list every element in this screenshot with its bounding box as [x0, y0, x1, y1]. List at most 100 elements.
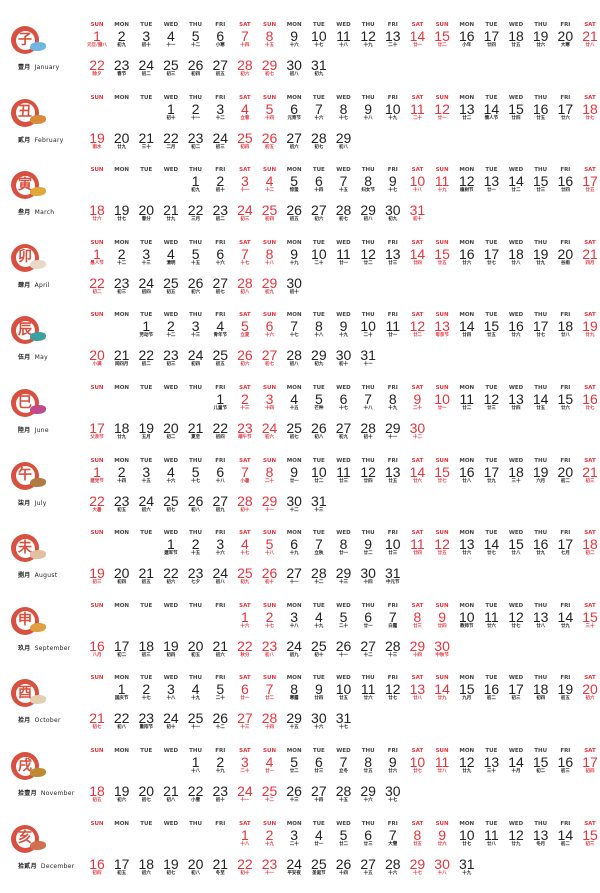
day-cell[interactable]: 19 初三 — [85, 566, 109, 586]
day-cell[interactable]: 19 廿七 — [110, 203, 134, 223]
day-cell[interactable]: 10 十八 — [405, 174, 429, 194]
day-cell[interactable]: 15 廿四 — [504, 102, 528, 122]
day-cell[interactable]: 12 廿四 — [356, 465, 380, 485]
day-cell[interactable]: 6 廿一 — [356, 610, 380, 630]
day-cell[interactable]: 23 初二 — [208, 203, 232, 223]
day-cell[interactable]: 8 十八 — [307, 319, 331, 339]
day-cell[interactable]: 5 廿二 — [332, 828, 356, 848]
day-cell[interactable]: 18 初二 — [578, 537, 600, 557]
day-cell[interactable]: 19 廿六 — [529, 29, 553, 49]
day-cell[interactable]: 7 立秋 — [307, 537, 331, 557]
day-cell[interactable]: 19 廿九 — [578, 319, 600, 339]
day-cell[interactable]: 13 廿三 — [381, 247, 405, 267]
day-cell[interactable]: 5 芒种 — [307, 392, 331, 412]
day-cell[interactable]: 28 十二 — [307, 566, 331, 586]
day-cell[interactable]: 21 四月 — [578, 247, 600, 267]
day-cell[interactable]: 29 初九 — [258, 276, 282, 296]
day-cell[interactable]: 9 廿四 — [430, 610, 454, 630]
day-cell[interactable]: 28 初八 — [233, 276, 257, 296]
day-cell[interactable]: 11 廿四 — [405, 537, 429, 557]
day-cell[interactable]: 11 廿一 — [381, 319, 405, 339]
day-cell[interactable]: 14 廿一 — [405, 29, 429, 49]
day-cell[interactable]: 17 初二 — [110, 639, 134, 659]
day-cell[interactable]: 30 初九 — [381, 203, 405, 223]
day-cell[interactable]: 27 初七 — [258, 348, 282, 368]
day-cell[interactable]: 5 十八 — [258, 537, 282, 557]
day-cell[interactable]: 30 十八 — [430, 857, 454, 877]
day-cell[interactable]: 26 初五 — [282, 203, 306, 223]
day-cell[interactable]: 7 十七 — [282, 319, 306, 339]
day-cell[interactable]: 3 十三 — [134, 247, 158, 267]
day-cell[interactable]: 25 初七 — [282, 421, 306, 441]
day-cell[interactable]: 9 十九 — [332, 319, 356, 339]
day-cell[interactable]: 24 平安夜 — [282, 857, 306, 877]
day-cell[interactable]: 11 二十 — [405, 102, 429, 122]
day-cell[interactable]: 22 初六 — [159, 566, 183, 586]
day-cell[interactable]: 4 廿一 — [258, 755, 282, 775]
day-cell[interactable]: 29 十五 — [282, 711, 306, 731]
day-cell[interactable]: 2 十三 — [233, 392, 257, 412]
day-cell[interactable]: 14 十月 — [504, 755, 528, 775]
day-cell[interactable]: 20 初二 — [159, 421, 183, 441]
day-cell[interactable]: 5 十四 — [258, 102, 282, 122]
day-cell[interactable]: 30 初八 — [282, 58, 306, 78]
day-cell[interactable]: 30 十七 — [381, 784, 405, 804]
day-cell[interactable]: 21 三十 — [134, 131, 158, 151]
day-cell[interactable]: 3 二十 — [282, 828, 306, 848]
day-cell[interactable]: 14 廿九 — [430, 682, 454, 702]
day-cell[interactable]: 14 廿五 — [529, 392, 553, 412]
day-cell[interactable]: 11 廿三 — [332, 465, 356, 485]
day-cell[interactable]: 10 廿七 — [455, 828, 479, 848]
day-cell[interactable]: 15 初二 — [529, 755, 553, 775]
day-cell[interactable]: 1 初九 — [184, 174, 208, 194]
day-cell[interactable]: 24 初六 — [134, 494, 158, 514]
day-cell[interactable]: 28 初七 — [307, 131, 331, 151]
day-cell[interactable]: 19 初六 — [110, 784, 134, 804]
day-cell[interactable]: 11 廿八 — [479, 828, 503, 848]
day-cell[interactable]: 29 初七 — [258, 58, 282, 78]
day-cell[interactable]: 14 廿七 — [479, 537, 503, 557]
day-cell[interactable]: 29 十一 — [258, 494, 282, 514]
day-cell[interactable]: 13 廿八 — [405, 682, 429, 702]
day-cell[interactable]: 4 十六 — [159, 465, 183, 485]
day-cell[interactable]: 12 廿九 — [504, 828, 528, 848]
day-cell[interactable]: 6 十六 — [208, 247, 232, 267]
day-cell[interactable]: 9 十六 — [282, 29, 306, 49]
day-cell[interactable]: 18 廿七 — [578, 102, 600, 122]
day-cell[interactable]: 9 廿二 — [356, 537, 380, 557]
day-cell[interactable]: 2 十四 — [110, 465, 134, 485]
day-cell[interactable]: 9 二十 — [405, 392, 429, 412]
day-cell[interactable]: 16 廿六 — [504, 319, 528, 339]
day-cell[interactable]: 18 廿六 — [85, 203, 109, 223]
day-cell[interactable]: 11 廿六 — [479, 610, 503, 630]
day-cell[interactable]: 24 初四 — [134, 276, 158, 296]
day-cell[interactable]: 12 植树节 — [455, 174, 479, 194]
day-cell[interactable]: 2 十七 — [258, 610, 282, 630]
day-cell[interactable]: 2 十五 — [184, 537, 208, 557]
day-cell[interactable]: 21 廿九 — [159, 203, 183, 223]
day-cell[interactable]: 19 廿九 — [529, 247, 553, 267]
day-cell[interactable]: 22 除夕 — [85, 58, 109, 78]
day-cell[interactable]: 29 十一 — [381, 421, 405, 441]
day-cell[interactable]: 18 初六 — [134, 857, 158, 877]
day-cell[interactable]: 27 初六 — [282, 131, 306, 151]
day-cell[interactable]: 31 中元节 — [381, 566, 405, 586]
day-cell[interactable]: 9 十八 — [356, 102, 380, 122]
day-cell[interactable]: 8 妇女节 — [356, 174, 380, 194]
day-cell[interactable]: 28 初十 — [233, 494, 257, 514]
day-cell[interactable]: 21 冬至 — [208, 857, 232, 877]
day-cell[interactable]: 26 十二 — [208, 711, 232, 731]
day-cell[interactable]: 29 十七 — [405, 857, 429, 877]
day-cell[interactable]: 6 廿一 — [233, 682, 257, 702]
day-cell[interactable]: 12 廿五 — [430, 537, 454, 557]
day-cell[interactable]: 22 三月 — [184, 203, 208, 223]
day-cell[interactable]: 1 劳动节 — [134, 319, 158, 339]
day-cell[interactable]: 21 初八 — [159, 784, 183, 804]
day-cell[interactable]: 16 廿八 — [455, 465, 479, 485]
day-cell[interactable]: 14 初二 — [553, 828, 577, 848]
day-cell[interactable]: 6 元宵节 — [282, 102, 306, 122]
day-cell[interactable]: 22 初八 — [110, 711, 134, 731]
day-cell[interactable]: 19 初五 — [553, 682, 577, 702]
day-cell[interactable]: 6 廿三 — [356, 828, 380, 848]
day-cell[interactable]: 2 初九 — [110, 29, 134, 49]
